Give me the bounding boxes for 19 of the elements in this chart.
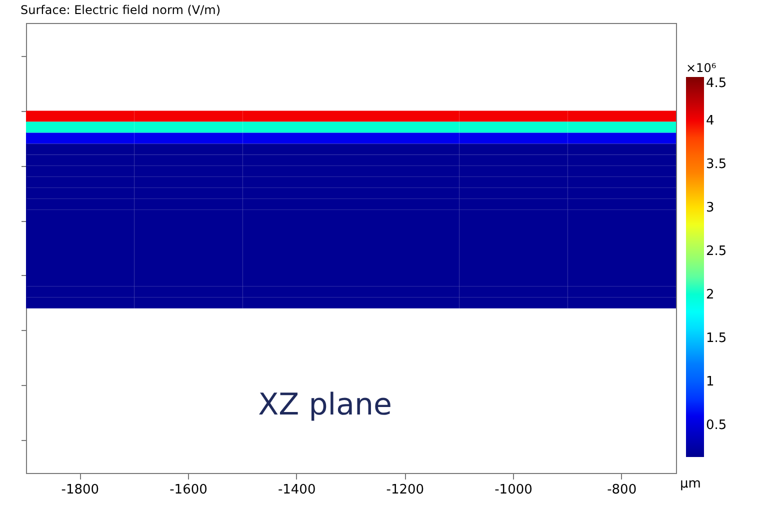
color-bar-label: 1.5 — [706, 330, 727, 346]
color-bar-title: ×10⁶ — [686, 61, 716, 75]
color-bar-label: 4 — [706, 113, 714, 128]
color-bar-label: 1 — [706, 374, 714, 390]
x-tick-label: -1000 — [494, 482, 532, 498]
x-tick-label: -800 — [607, 482, 637, 498]
x-axis-title: μm — [680, 476, 701, 492]
color-bar-label: 2 — [706, 287, 714, 302]
x-tick-label: -1400 — [278, 482, 316, 498]
x-tick-label: -1800 — [61, 482, 100, 498]
chart-title: Surface: Electric field norm (V/m) — [20, 3, 221, 17]
x-tick-label: -1600 — [170, 482, 208, 498]
text: XZ plane — [258, 388, 392, 422]
color-bar-label: 0.5 — [706, 418, 727, 433]
x-tick-label: -1200 — [386, 482, 424, 498]
color-bar-label: 4.5 — [706, 76, 727, 91]
color-bar-label: 3 — [706, 200, 714, 216]
color-bar-label: 2.5 — [706, 244, 727, 259]
color-bar-label: 3.5 — [706, 156, 727, 172]
